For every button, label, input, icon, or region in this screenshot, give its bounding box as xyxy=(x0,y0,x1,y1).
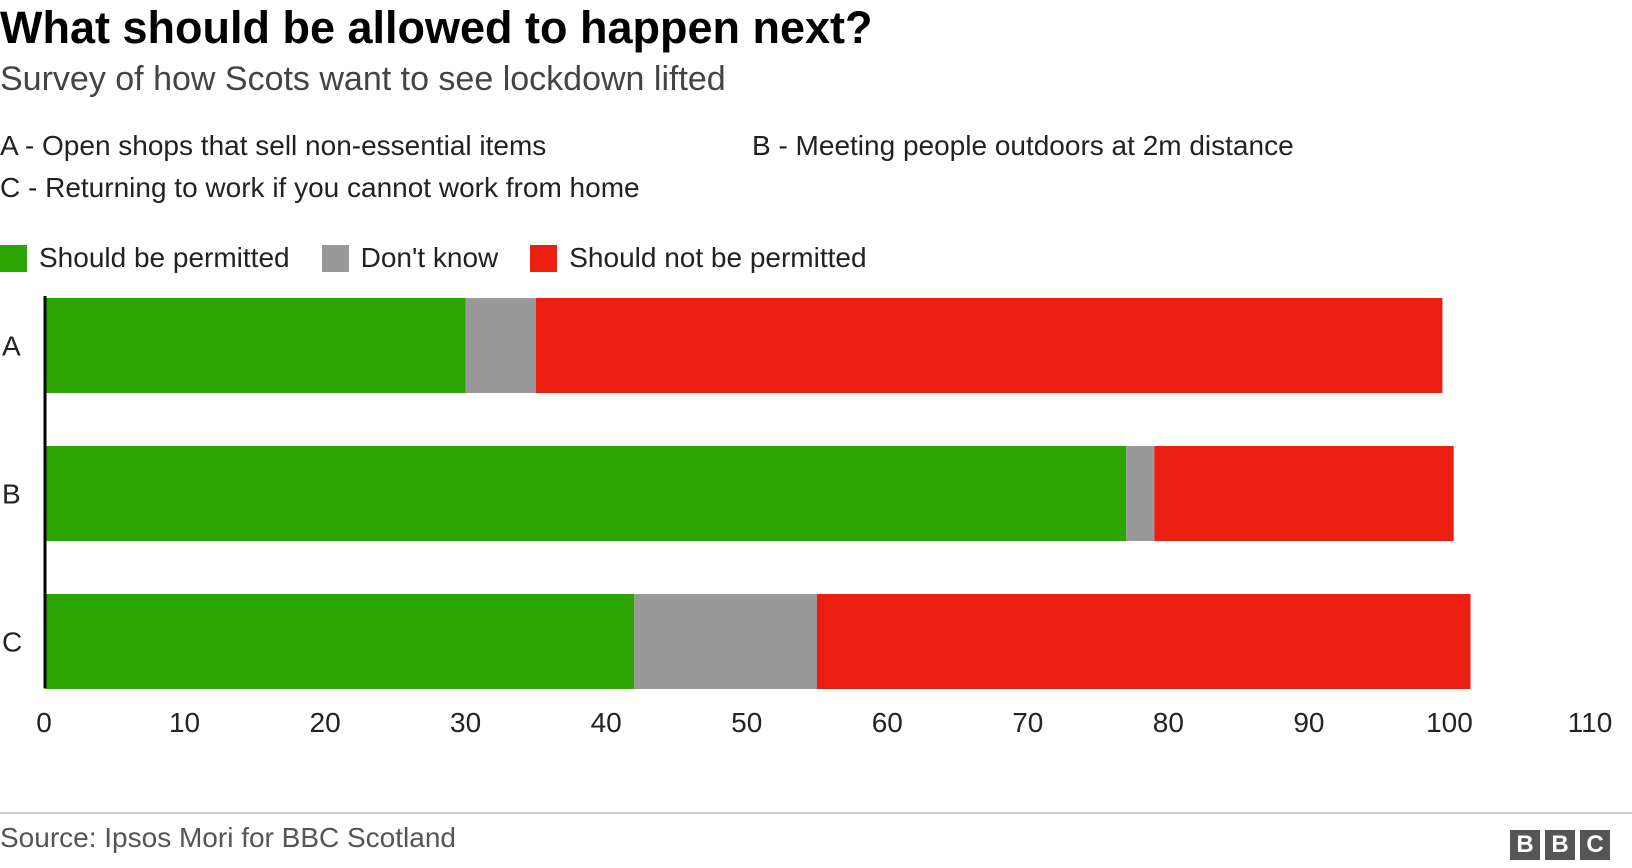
legend-label-not-permitted: Should not be permitted xyxy=(569,242,867,273)
bar-c-not-permitted xyxy=(817,594,1471,689)
legend-item-not-permitted: Should not be permitted xyxy=(530,242,867,274)
legend-swatch-not-permitted xyxy=(530,244,558,272)
bar-a-permitted xyxy=(44,298,466,393)
bar-a-dont-know xyxy=(465,298,536,393)
footer-divider xyxy=(0,812,1632,814)
x-tick-label: 40 xyxy=(591,707,622,738)
legend-item-dont-know: Don't know xyxy=(321,242,499,274)
x-tick-label: 20 xyxy=(310,707,341,738)
category-label: C xyxy=(2,627,22,658)
bar-b-dont-know xyxy=(1126,446,1155,541)
bbc-logo: B B C xyxy=(1510,830,1610,860)
bar-a-not-permitted xyxy=(535,298,1443,393)
chart-title: What should be allowed to happen next? xyxy=(0,2,873,53)
key-a: A - Open shops that sell non-essential i… xyxy=(0,130,547,161)
x-tick-label: 110 xyxy=(1568,707,1613,738)
key-c: C - Returning to work if you cannot work… xyxy=(0,172,640,203)
bar-c-permitted xyxy=(44,594,635,689)
bar-c-dont-know xyxy=(634,594,817,689)
x-tick-label: 30 xyxy=(450,707,481,738)
x-tick-label: 80 xyxy=(1153,707,1184,738)
category-label: A xyxy=(2,331,21,362)
bbc-logo-letter: C xyxy=(1580,830,1610,860)
x-tick-label: 70 xyxy=(1012,707,1043,738)
legend-item-permitted: Should be permitted xyxy=(0,242,290,274)
legend-swatch-dont-know xyxy=(321,244,349,272)
bar-b-not-permitted xyxy=(1154,446,1454,541)
source-text: Source: Ipsos Mori for BBC Scotland xyxy=(0,822,456,853)
x-tick-label: 0 xyxy=(36,707,52,738)
bbc-logo-letter: B xyxy=(1545,830,1575,860)
x-tick-label: 10 xyxy=(169,707,200,738)
x-tick-label: 90 xyxy=(1293,707,1324,738)
bar-chart: A B C 0 10 20 30 40 50 60 70 80 90 100 110 xyxy=(2,296,1613,738)
bbc-logo-letter: B xyxy=(1510,830,1540,860)
chart-subtitle: Survey of how Scots want to see lockdown… xyxy=(0,60,726,98)
category-label: B xyxy=(2,479,21,510)
x-tick-label: 50 xyxy=(731,707,762,738)
x-tick-label: 100 xyxy=(1426,707,1473,738)
legend-label-dont-know: Don't know xyxy=(360,242,499,273)
bar-b-permitted xyxy=(44,446,1127,541)
legend-swatch-permitted xyxy=(0,244,27,272)
x-tick-label: 60 xyxy=(872,707,903,738)
legend-label-permitted: Should be permitted xyxy=(39,242,290,273)
key-b: B - Meeting people outdoors at 2m distan… xyxy=(752,130,1294,161)
legend: Should be permitted Don't know Should no… xyxy=(0,238,899,278)
